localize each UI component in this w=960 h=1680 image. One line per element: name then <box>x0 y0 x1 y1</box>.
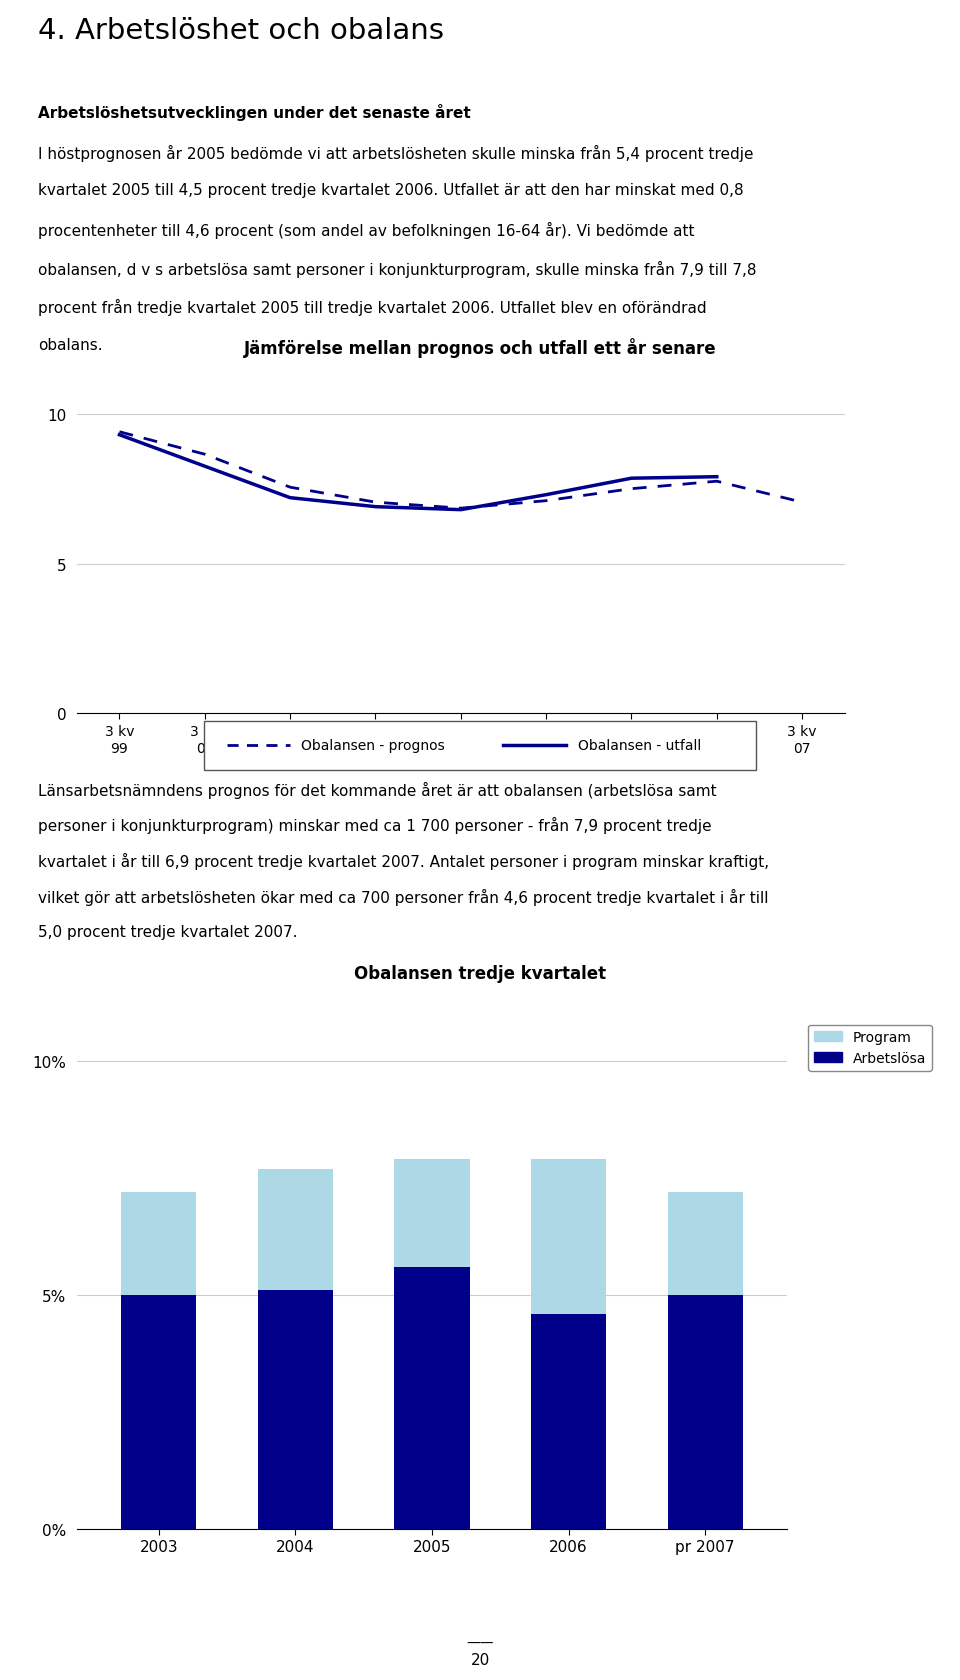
FancyBboxPatch shape <box>204 722 756 769</box>
Text: procentenheter till 4,6 procent (som andel av befolkningen 16-64 år). Vi bedömde: procentenheter till 4,6 procent (som and… <box>38 222 695 239</box>
Legend: Program, Arbetslösa: Program, Arbetslösa <box>808 1025 932 1072</box>
Text: personer i konjunkturprogram) minskar med ca 1 700 personer - från 7,9 procent t: personer i konjunkturprogram) minskar me… <box>38 816 712 833</box>
Text: ——: —— <box>467 1636 493 1650</box>
Text: Jämförelse mellan prognos och utfall ett år senare: Jämförelse mellan prognos och utfall ett… <box>244 338 716 358</box>
Text: Länsarbetsnämndens prognos för det kommande året är att obalansen (arbetslösa sa: Länsarbetsnämndens prognos för det komma… <box>38 781 717 798</box>
Text: I höstprognosen år 2005 bedömde vi att arbetslösheten skulle minska från 5,4 pro: I höstprognosen år 2005 bedömde vi att a… <box>38 144 754 161</box>
Text: Arbetslöshetsutvecklingen under det senaste året: Arbetslöshetsutvecklingen under det sena… <box>38 104 471 121</box>
Text: procent från tredje kvartalet 2005 till tredje kvartalet 2006. Utfallet blev en : procent från tredje kvartalet 2005 till … <box>38 299 707 316</box>
Bar <box>258 1169 333 1290</box>
Text: 5,0 procent tredje kvartalet 2007.: 5,0 procent tredje kvartalet 2007. <box>38 924 298 939</box>
Text: Obalansen - prognos: Obalansen - prognos <box>301 739 445 753</box>
Text: obalans.: obalans. <box>38 338 103 353</box>
Text: Obalansen - utfall: Obalansen - utfall <box>578 739 701 753</box>
Bar <box>121 1193 197 1295</box>
Bar <box>667 1193 743 1295</box>
Bar <box>121 1295 197 1529</box>
Bar <box>531 1314 606 1529</box>
Bar <box>395 1159 469 1267</box>
Text: 20: 20 <box>470 1653 490 1667</box>
Bar <box>395 1267 469 1529</box>
Text: kvartalet i år till 6,9 procent tredje kvartalet 2007. Antalet personer i progra: kvartalet i år till 6,9 procent tredje k… <box>38 853 770 870</box>
Text: kvartalet 2005 till 4,5 procent tredje kvartalet 2006. Utfallet är att den har m: kvartalet 2005 till 4,5 procent tredje k… <box>38 183 744 198</box>
Bar <box>667 1295 743 1529</box>
Bar <box>258 1290 333 1529</box>
Text: Obalansen tredje kvartalet: Obalansen tredje kvartalet <box>354 964 606 983</box>
Text: vilket gör att arbetslösheten ökar med ca 700 personer från 4,6 procent tredje k: vilket gör att arbetslösheten ökar med c… <box>38 889 769 906</box>
Bar <box>531 1159 606 1314</box>
Text: obalansen, d v s arbetslösa samt personer i konjunkturprogram, skulle minska frå: obalansen, d v s arbetslösa samt persone… <box>38 260 756 277</box>
Text: 4. Arbetslöshet och obalans: 4. Arbetslöshet och obalans <box>38 17 444 45</box>
